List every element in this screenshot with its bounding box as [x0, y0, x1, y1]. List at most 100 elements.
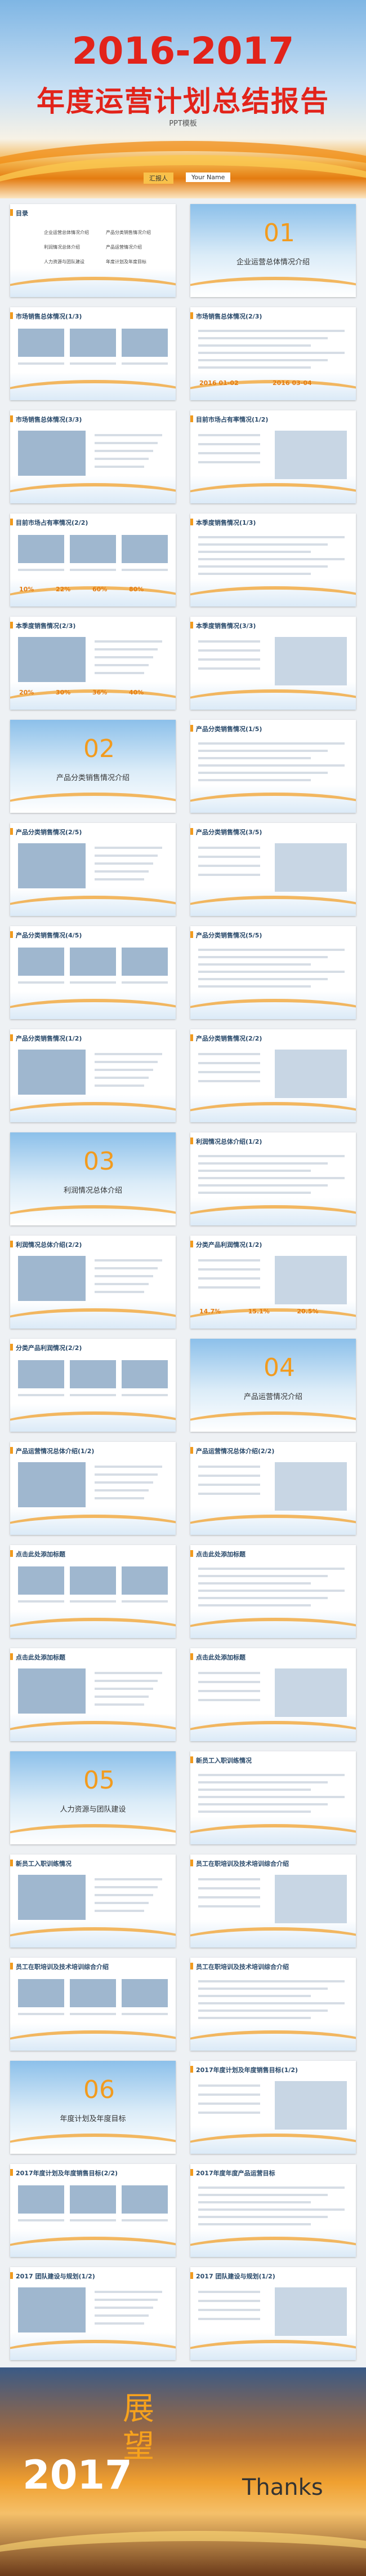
text-line	[95, 1085, 144, 1087]
title-bar	[190, 828, 193, 835]
slide-title: 市场销售总体情况(3/3)	[16, 416, 82, 423]
text-line	[198, 543, 328, 546]
slide-title: 点击此处添加标题	[196, 1654, 246, 1661]
section-title: 利润情况总体介绍	[63, 1187, 122, 1195]
text-line	[122, 981, 168, 984]
text-line	[198, 2208, 345, 2211]
cover: 2016-2017 年度运营计划总结报告 PPT模板 汇报人 Your Name	[0, 0, 366, 198]
text-line	[95, 862, 153, 865]
slide: 2017年度计划及年度销售目标(2/2)	[10, 2164, 176, 2257]
wave	[190, 1721, 356, 1741]
wave	[190, 586, 356, 607]
slide: 本季度销售情况(3/3)	[190, 617, 356, 710]
title-bar	[190, 931, 193, 938]
text-line	[122, 2013, 168, 2015]
wave	[10, 1411, 176, 1432]
text-line	[70, 2013, 116, 2015]
text-line	[18, 981, 64, 984]
text-line	[198, 963, 311, 966]
image-block	[275, 1256, 347, 1304]
image-block	[18, 1979, 64, 2007]
title-bar	[190, 1447, 193, 1454]
slide-title: 点击此处添加标题	[196, 1551, 246, 1558]
text-line	[198, 352, 345, 354]
text-line	[95, 434, 162, 436]
slide: 2017年度年度产品运营目标	[190, 2164, 356, 2257]
image-block	[18, 948, 64, 976]
text-line	[95, 847, 162, 849]
title-bar	[10, 1034, 13, 1041]
image-block	[18, 329, 64, 357]
toc-item: 产品分类销售情况介绍	[106, 230, 151, 235]
wave	[10, 1308, 176, 1329]
text-line	[122, 2219, 168, 2221]
text-line	[95, 2322, 144, 2325]
slide: 目前市场占有率情况(1/2)	[190, 410, 356, 503]
text-line	[70, 1600, 116, 1603]
image-block	[18, 1875, 86, 1920]
text-line	[198, 2300, 260, 2302]
text-line	[198, 573, 311, 575]
highlight-label: 40%	[129, 689, 144, 696]
text-line	[198, 847, 260, 849]
title-bar	[190, 415, 193, 422]
slide-title: 员工在职培训及技术培训综合介绍	[16, 1963, 109, 1971]
text-line	[198, 779, 311, 781]
slide: 目录 企业运营总体情况介绍 产品分类销售情况介绍 利润情况总体介绍 产品运营情况介绍 人力…	[10, 204, 176, 297]
slide-title: 产品运营情况总体介绍(1/2)	[16, 1448, 95, 1455]
highlight-label: 10%	[19, 586, 34, 593]
cover-tag: PPT模板	[169, 119, 197, 128]
text-line	[198, 558, 345, 560]
text-line	[198, 856, 260, 858]
text-line	[198, 1184, 328, 1187]
text-line	[198, 2084, 260, 2087]
text-line	[198, 971, 345, 973]
text-line	[198, 1811, 311, 1813]
text-line	[198, 1286, 260, 1289]
slide-title: 产品分类销售情况(3/5)	[196, 829, 262, 836]
text-line	[198, 2291, 260, 2293]
title-bar	[190, 1756, 193, 1763]
text-line	[198, 658, 260, 661]
slide-title: 新员工入职训练情况	[196, 1757, 252, 1764]
title-bar	[190, 312, 193, 319]
section-number: 01	[264, 219, 295, 247]
text-line	[95, 648, 158, 650]
slide: 产品分类销售情况(1/2)	[10, 1029, 176, 1122]
text-line	[198, 1493, 260, 1495]
text-line	[198, 536, 345, 538]
text-line	[198, 1905, 260, 1907]
text-line	[95, 1053, 162, 1055]
text-line	[198, 1597, 328, 1599]
section-number: 02	[83, 734, 115, 763]
text-line	[198, 1162, 328, 1165]
wave	[10, 1618, 176, 1638]
image-block	[18, 1050, 86, 1095]
image-block	[122, 2185, 168, 2214]
slide: 04 产品运营情况介绍	[190, 1339, 356, 1432]
text-line	[198, 1062, 260, 1064]
wave	[190, 2340, 356, 2360]
text-line	[198, 1774, 345, 1776]
slide-title: 利润情况总体介绍(1/2)	[196, 1138, 262, 1145]
text-line	[95, 1672, 162, 1674]
wave	[190, 793, 356, 813]
text-line	[95, 1061, 158, 1063]
slide-title: 产品分类销售情况(5/5)	[196, 932, 262, 939]
text-line	[95, 1703, 144, 1706]
text-line	[198, 1995, 311, 1997]
title-bar	[10, 209, 13, 216]
title-bar	[190, 1963, 193, 1969]
title-bar	[190, 1137, 193, 1144]
image-block	[70, 1566, 116, 1595]
text-line	[198, 2309, 260, 2311]
text-line	[198, 1155, 345, 1157]
text-line	[95, 664, 149, 666]
text-line	[198, 452, 260, 454]
text-line	[198, 2103, 260, 2105]
slide-title: 利润情况总体介绍(2/2)	[16, 1241, 82, 1249]
slide: 产品运营情况总体介绍(1/2)	[10, 1442, 176, 1535]
text-line	[198, 1988, 328, 1990]
slide: 01 企业运营总体情况介绍	[190, 204, 356, 297]
